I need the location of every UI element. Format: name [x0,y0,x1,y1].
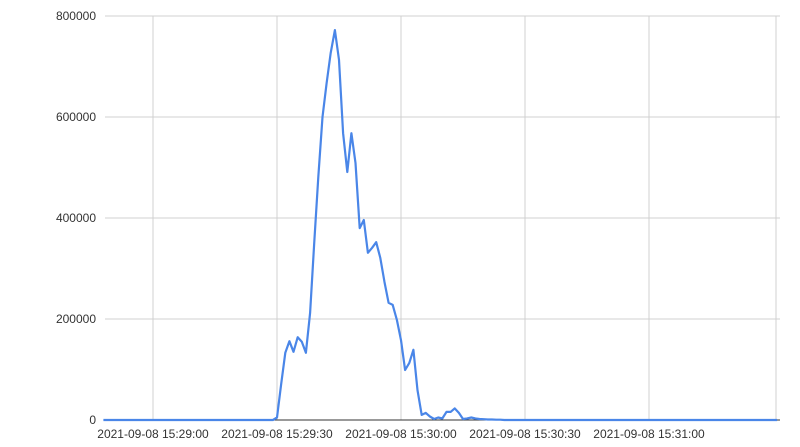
y-tick-label: 600000 [56,110,96,124]
y-tick-label: 0 [89,413,96,427]
y-tick-label: 400000 [56,211,96,225]
data-line [103,29,778,422]
y-axis-ticks: 0 200000 400000 600000 800000 [56,9,96,427]
x-axis-ticks: 2021-09-08 15:29:00 2021-09-08 15:29:30 20… [97,427,705,441]
x-tick-label: 2021-09-08 15:30:30 [469,427,581,441]
gridlines [105,15,780,420]
y-tick-label: 200000 [56,312,96,326]
x-tick-label: 2021-09-08 15:30:00 [345,427,457,441]
x-tick-label: 2021-09-08 15:29:30 [221,427,333,441]
data-points [103,30,777,420]
x-tick-label: 2021-09-08 15:29:00 [97,427,209,441]
x-tick-label: 2021-09-08 15:31:00 [593,427,705,441]
y-tick-label: 800000 [56,9,96,23]
